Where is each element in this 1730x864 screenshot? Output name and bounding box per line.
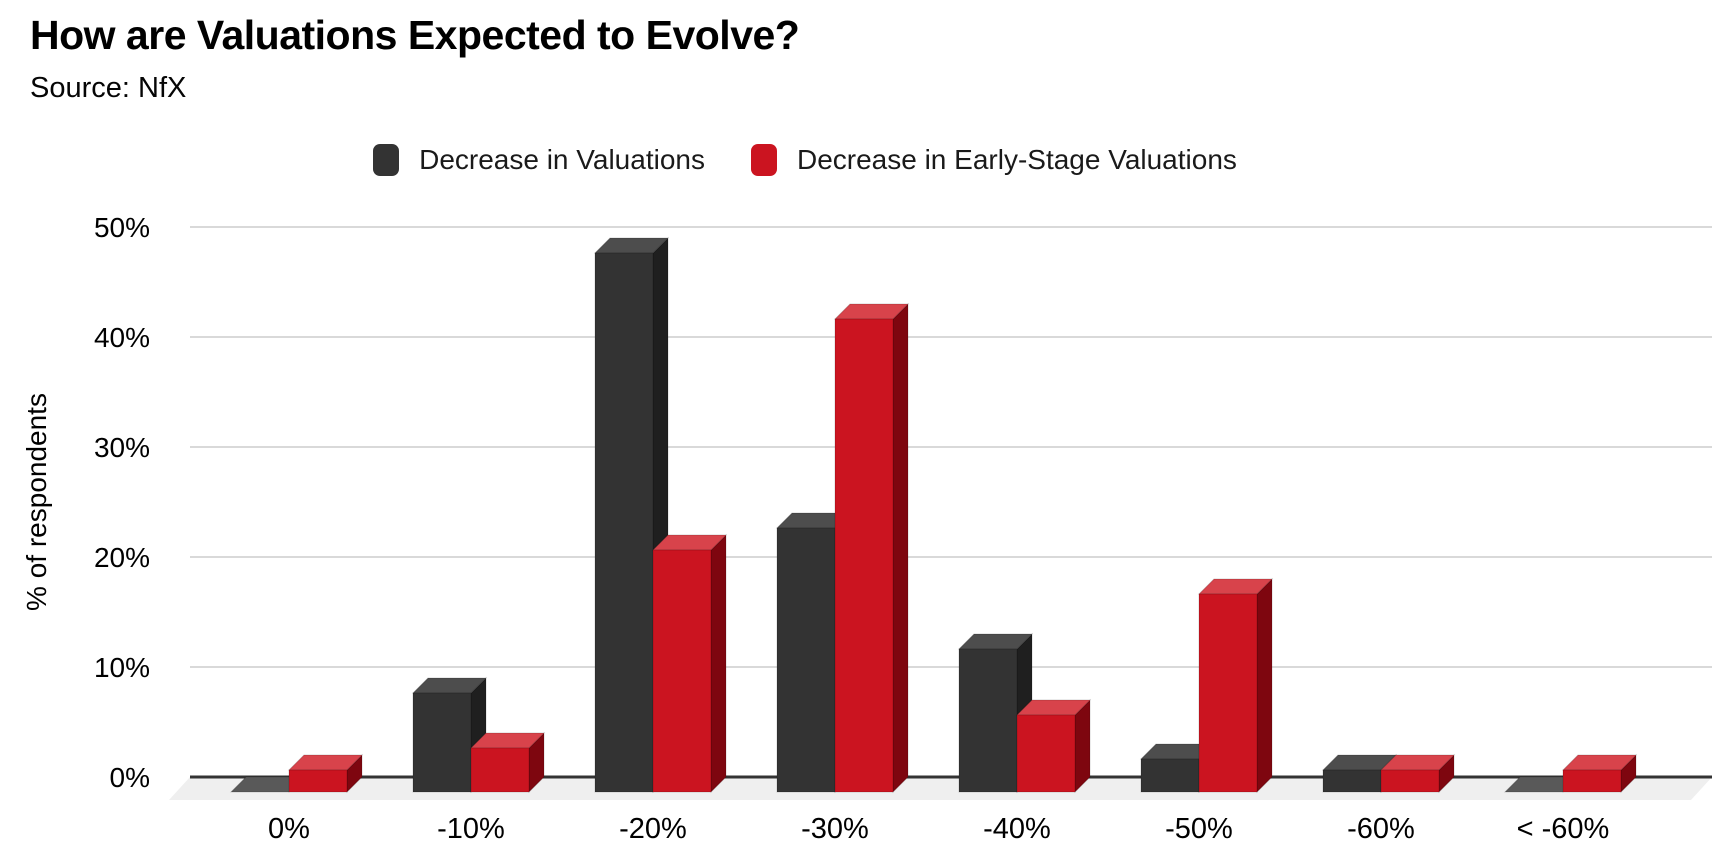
chart-legend: Decrease in Valuations Decrease in Early… xyxy=(0,144,1610,176)
bar-s0--40%-front xyxy=(958,648,1018,793)
bar-s1--30%-side xyxy=(892,302,909,794)
bar-s0--50%-front xyxy=(1140,758,1200,793)
bar-s1--20%-side xyxy=(710,533,727,794)
x-label--40%: -40% xyxy=(983,813,1051,845)
x-label--20%: -20% xyxy=(619,813,687,845)
y-tick-10%: 10% xyxy=(94,652,150,683)
bar-s1--20%-front xyxy=(652,549,712,793)
x-label-0%: 0% xyxy=(268,813,310,845)
bar-s0--30%-front xyxy=(776,527,836,793)
y-tick-20%: 20% xyxy=(94,542,150,573)
bar-s1--60%-front xyxy=(1380,769,1440,793)
source-caption: Source: NfX xyxy=(30,72,187,104)
y-axis-title: % of respondents xyxy=(21,393,52,611)
x-label--30%: -30% xyxy=(801,813,869,845)
legend-swatch-dark-icon xyxy=(373,144,400,176)
page-title: How are Valuations Expected to Evolve? xyxy=(30,12,800,58)
bar-s0--20%-front xyxy=(594,252,654,793)
bar-s1-0%-front xyxy=(288,769,348,793)
legend-swatch-red-icon xyxy=(750,144,777,176)
x-label--60%: -60% xyxy=(1347,813,1415,845)
bar-s0--10%-front xyxy=(412,692,472,793)
x-label--50%: -50% xyxy=(1165,813,1233,845)
bar-s1--10%-front xyxy=(470,747,530,793)
x-label-<-60%: < -60% xyxy=(1517,813,1610,845)
chart-floor xyxy=(169,777,1712,800)
bar-s1--50%-side xyxy=(1256,577,1273,794)
y-tick-30%: 30% xyxy=(94,432,150,463)
y-tick-50%: 50% xyxy=(94,212,150,243)
bar-s0--60%-front xyxy=(1322,769,1382,793)
legend-item-decrease-early-stage-valuations: Decrease in Early-Stage Valuations xyxy=(750,144,1237,176)
bar-s1--50%-front xyxy=(1198,593,1258,793)
bar-s1--30%-front xyxy=(834,318,894,793)
legend-label: Decrease in Early-Stage Valuations xyxy=(796,144,1237,175)
y-tick-0%: 0% xyxy=(110,762,150,793)
y-tick-40%: 40% xyxy=(94,322,150,353)
bar-s1-<-60%-front xyxy=(1562,769,1622,793)
x-label--10%: -10% xyxy=(437,813,505,845)
bar-s1--40%-side xyxy=(1074,698,1091,794)
bar-s1--40%-front xyxy=(1016,714,1076,793)
legend-item-decrease-valuations: Decrease in Valuations xyxy=(373,144,705,176)
legend-label: Decrease in Valuations xyxy=(419,144,705,175)
